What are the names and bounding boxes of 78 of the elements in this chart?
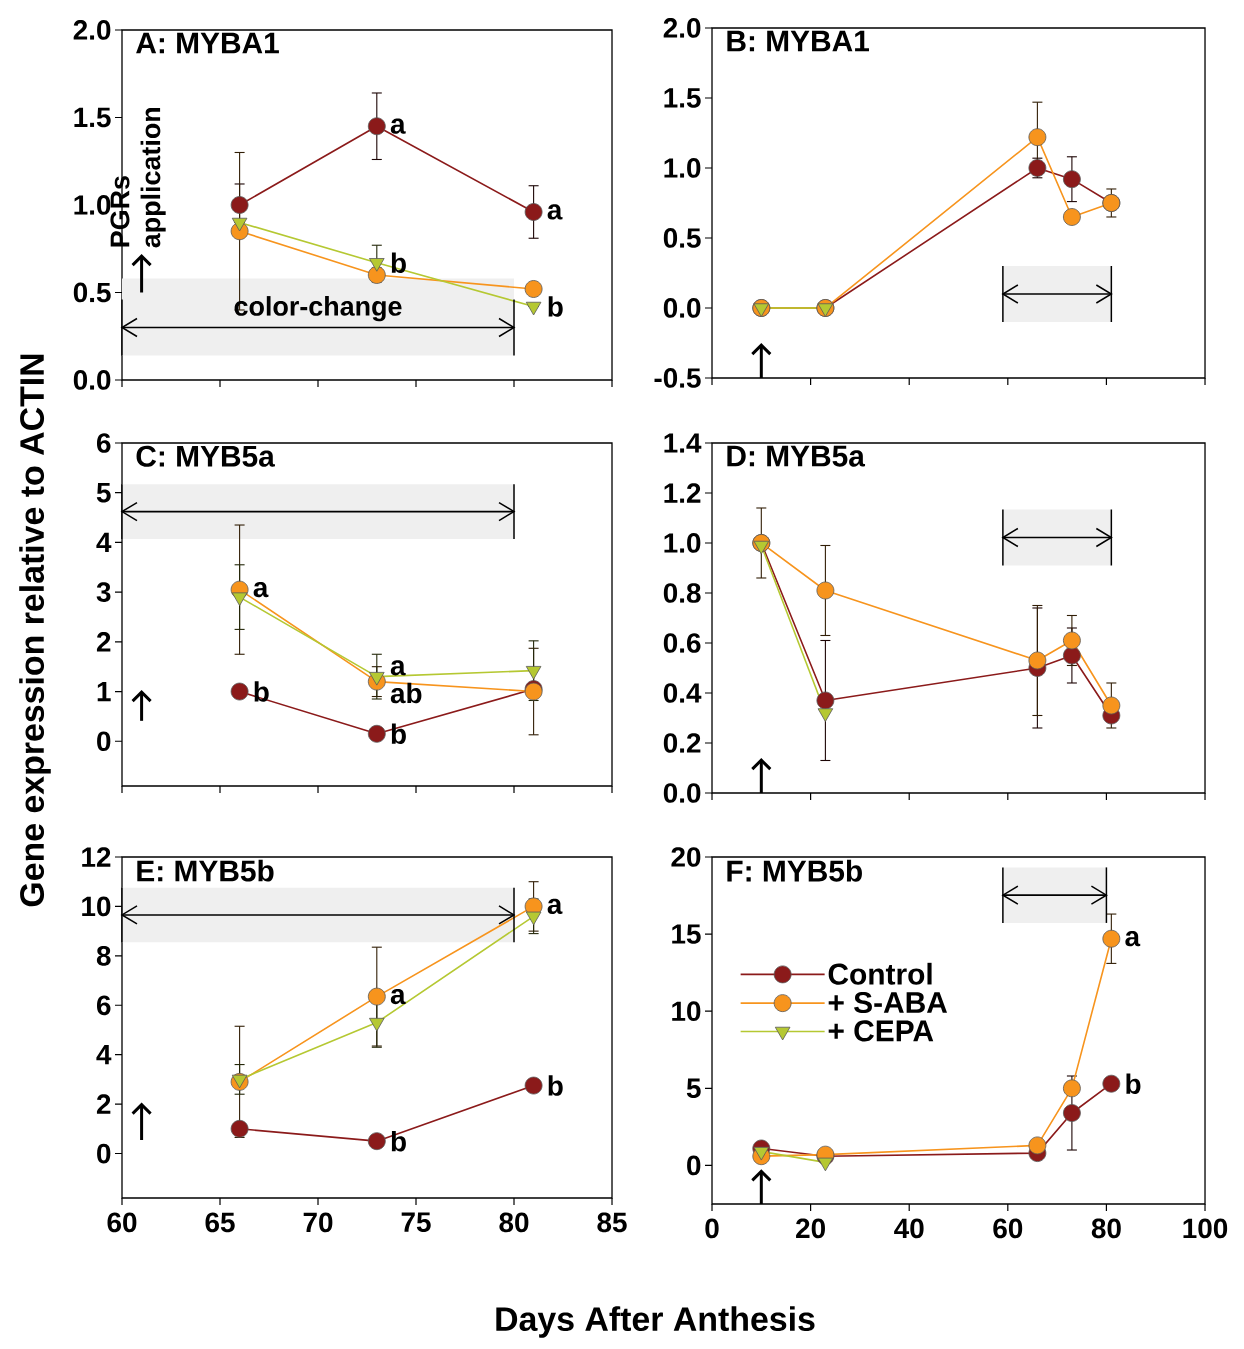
y-tick-label: 3 [96,582,111,603]
annotation: a [390,988,406,1005]
y-tick-label: 0.0 [73,370,111,390]
annotation: b [391,723,406,745]
x-axis-title: Days After Anthesis [496,1306,815,1338]
y-tick-label: 1.5 [664,88,701,108]
y-tick-label: 10 [82,896,111,917]
legend-label: Control [828,962,932,985]
x-tick-label: 60 [993,1218,1023,1239]
y-tick-label: 20 [671,847,701,867]
y-tick-label: 0.0 [663,298,701,318]
y-tick-label: 8 [96,945,111,966]
y-tick-label: 1.2 [664,483,701,503]
y-tick-label: 0.8 [663,583,701,603]
y-tick-label: 4 [96,1045,112,1065]
y-tick-label: 2.0 [663,18,701,38]
x-tick-label: 20 [796,1218,825,1239]
x-tick-label: 80 [499,1212,529,1233]
y-tick-label: 1.0 [664,533,701,553]
y-tick-label: 0.6 [663,633,701,653]
x-tick-label: 100 [1183,1218,1228,1239]
x-tick-label: 60 [107,1212,137,1233]
y-tick-label: -0.5 [654,368,701,388]
annotation: b [1126,1073,1141,1094]
annotation: b [391,252,406,273]
y-tick-label: 1.0 [74,195,111,215]
annotation: a [253,582,269,598]
y-tick-label: 0.5 [663,228,701,248]
y-tick-label: 2 [96,1094,111,1114]
y-tick-label: 5 [96,482,111,503]
y-axis-title: Gene expression relative to ACTIN [19,354,51,907]
chart-title: F: MYB5b [727,859,862,882]
chart-title: D: MYB5a [727,445,866,467]
chart-title: E: MYB5b [137,859,274,882]
y-tick-label: 1 [97,681,111,702]
legend-label: + CEPA [828,1020,934,1042]
annotation: a [390,660,406,676]
y-tick-label: 6 [96,433,111,453]
y-tick-label: 2 [96,632,111,652]
y-tick-label: 1.5 [74,107,111,128]
x-tick-label: 40 [894,1218,924,1239]
x-tick-label: 85 [597,1212,627,1233]
annotation: b [548,296,563,317]
x-tick-label: 70 [303,1212,333,1233]
y-tick-label: 2.0 [73,20,111,40]
chart-title: C: MYB5a [136,445,275,467]
annotation: a [390,118,406,134]
x-tick-label: 75 [401,1212,431,1232]
y-tick-label: 1.4 [664,433,702,453]
annotation: ab [390,682,422,704]
y-tick-label: 0.4 [663,683,702,703]
y-tick-label: 10 [672,1001,701,1022]
chart-title: B: MYBA1 [727,30,869,52]
annotation: a [1125,931,1141,947]
annotation: a [547,898,563,915]
y-tick-label: 12 [82,847,111,867]
annotation: b [548,1075,563,1096]
y-tick-label: 0.2 [663,733,701,753]
x-tick-label: 0 [705,1218,719,1239]
annotation: PGRs application [110,107,166,248]
y-tick-label: 5 [686,1078,701,1099]
y-tick-label: 0 [97,1143,111,1164]
y-tick-label: 0 [97,731,111,752]
annotation: a [547,204,563,220]
annotation: b [254,681,269,702]
x-tick-label: 65 [205,1212,235,1233]
y-tick-label: 4 [96,532,112,553]
y-tick-label: 6 [96,995,111,1016]
annotation: b [391,1130,406,1152]
y-tick-label: 0.0 [663,783,701,803]
y-tick-label: 1.0 [664,158,701,178]
chart-title: A: MYBA1 [136,32,279,54]
y-tick-label: 0.5 [73,282,111,303]
band-label: color-change [234,296,402,322]
legend-label: + S-ABA [828,991,948,1014]
x-tick-label: 80 [1091,1218,1121,1239]
y-tick-label: 0 [687,1155,701,1176]
y-tick-label: 15 [672,924,701,944]
